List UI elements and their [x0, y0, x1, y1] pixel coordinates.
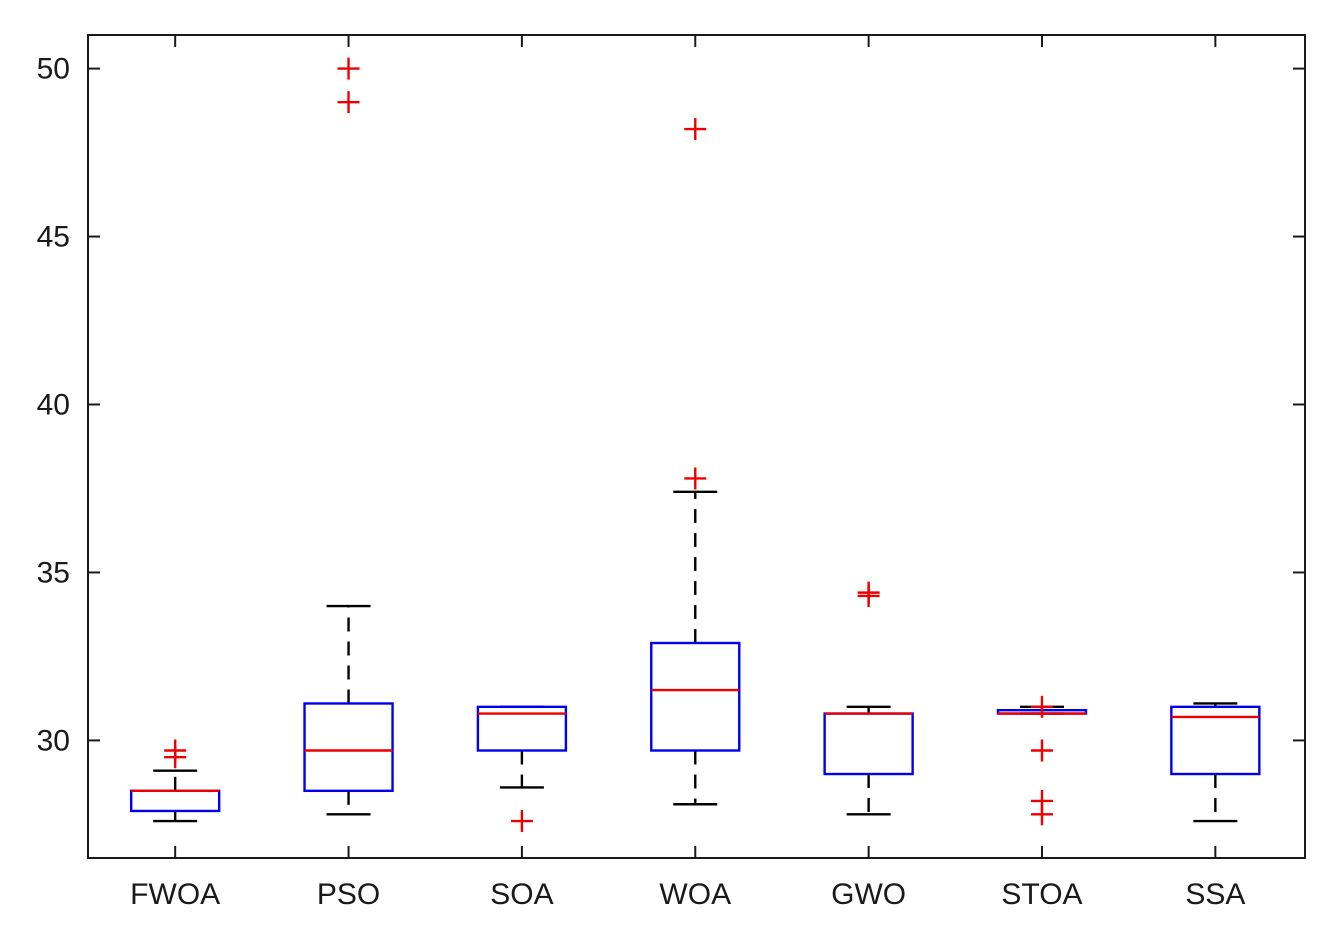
box-group-woa [650, 118, 741, 806]
box-group-soa [476, 705, 568, 833]
y-tick-label: 35 [37, 556, 70, 589]
box-group-gwo [823, 581, 914, 816]
y-tick-label: 40 [37, 389, 70, 422]
outlier-marker [164, 739, 187, 762]
outlier-marker [857, 581, 880, 604]
outlier-marker [1030, 739, 1053, 762]
box-group-fwoa [129, 739, 221, 823]
outlier-marker [1030, 803, 1053, 826]
x-tick-label: SOA [490, 878, 553, 911]
iqr-box [476, 705, 568, 752]
box-group-stoa [996, 695, 1088, 826]
x-axis: FWOA PSO SOA WOA GWO STOA SSA [130, 35, 1245, 911]
box-group-pso [303, 57, 394, 816]
y-tick-label: 30 [37, 724, 70, 757]
iqr-box [650, 641, 741, 752]
iqr-box [129, 789, 221, 813]
x-tick-label: WOA [659, 878, 731, 911]
outlier-marker [337, 91, 360, 114]
x-tick-label: STOA [1001, 878, 1082, 911]
outlier-marker [337, 57, 360, 80]
x-tick-label: SSA [1185, 878, 1245, 911]
x-tick-label: FWOA [130, 878, 220, 911]
box-group-ssa [1170, 702, 1261, 823]
y-tick-label: 50 [37, 53, 70, 86]
iqr-box [823, 712, 914, 776]
outlier-marker [1030, 695, 1053, 718]
y-tick-label: 45 [37, 221, 70, 254]
iqr-box [303, 702, 394, 793]
outlier-marker [684, 118, 707, 141]
outlier-marker [510, 810, 533, 833]
plot-frame [87, 34, 1306, 859]
iqr-box [1170, 705, 1261, 776]
y-axis: 30 35 40 45 50 [37, 53, 1305, 757]
plot-marks [129, 57, 1261, 833]
outlier-marker [684, 467, 707, 490]
x-tick-label: PSO [317, 878, 380, 911]
x-tick-label: GWO [831, 878, 906, 911]
